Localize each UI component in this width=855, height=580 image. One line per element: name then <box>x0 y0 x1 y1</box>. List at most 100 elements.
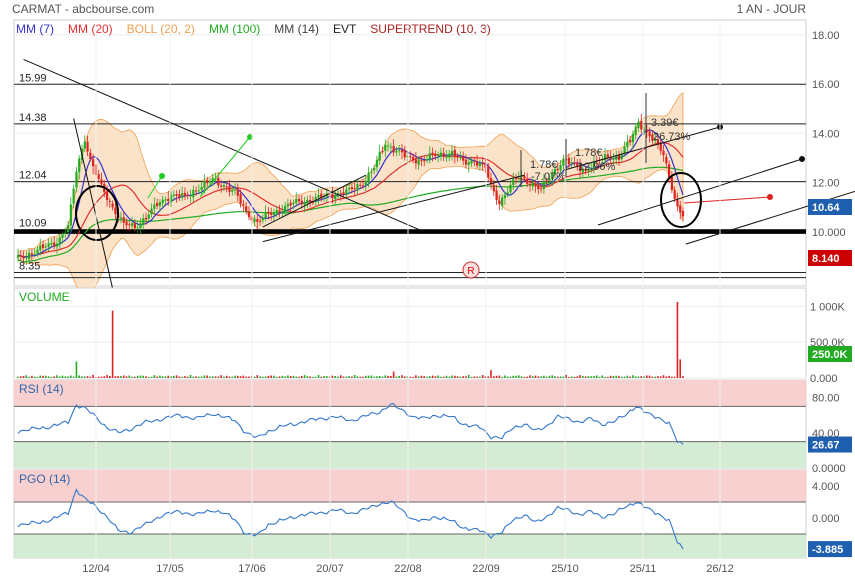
candle-body <box>144 217 148 220</box>
candle-body <box>139 223 142 229</box>
candle-body <box>634 126 637 136</box>
candle-body <box>478 163 481 167</box>
volume-bar <box>467 374 470 378</box>
candle-body <box>208 181 212 183</box>
volume-bar <box>607 376 609 378</box>
candle-body <box>537 185 540 190</box>
volume-bar <box>56 375 58 378</box>
candle-body <box>420 160 423 162</box>
candle-body <box>673 190 676 199</box>
volume-bar <box>198 376 200 378</box>
x-tick-label: 22/09 <box>472 563 500 575</box>
candle-body <box>573 162 576 164</box>
price-tick-label: 12.00 <box>812 178 840 190</box>
candle-body <box>437 155 440 157</box>
volume-bar <box>189 374 192 378</box>
volume-bar <box>395 376 398 378</box>
volume-bar <box>278 376 281 378</box>
legend-item: MM (20) <box>68 22 113 36</box>
candle-body <box>114 207 117 215</box>
annotation-label: 1.78€ <box>530 159 558 171</box>
candle-body <box>339 193 342 195</box>
volume-bar <box>181 376 183 378</box>
candle-body <box>381 150 384 152</box>
legend-item: EVT <box>333 22 357 36</box>
volume-bar <box>317 374 320 378</box>
candle-body <box>667 164 671 178</box>
volume-bar <box>337 376 339 378</box>
candle-body <box>108 201 111 203</box>
volume-bar <box>206 375 209 378</box>
candle-body <box>206 180 209 184</box>
volume-bar <box>356 376 359 378</box>
pgo-line <box>17 488 684 550</box>
volume-bar <box>576 376 579 378</box>
candle-body <box>681 210 685 217</box>
volume-bar <box>184 376 186 378</box>
volume-bar <box>565 374 567 378</box>
volume-bar <box>22 376 25 378</box>
volume-bar <box>390 375 392 378</box>
candle-body <box>172 194 175 196</box>
volume-bar <box>562 376 565 378</box>
candle-body <box>175 194 178 196</box>
candle-body <box>25 257 28 259</box>
volume-bar <box>646 375 648 378</box>
candle-body <box>47 243 50 247</box>
volume-bar <box>434 376 437 378</box>
candle-body <box>492 184 495 192</box>
volume-bar <box>114 376 117 378</box>
volume-bar <box>139 375 142 378</box>
volume-bar <box>648 375 651 378</box>
price-tick-label: 16.00 <box>812 79 840 91</box>
candle-body <box>69 204 72 226</box>
volume-bar <box>573 376 576 378</box>
candle-body <box>578 165 582 172</box>
candle-body <box>531 183 534 187</box>
annotation-label: 26.73% <box>653 131 691 143</box>
volume-bar <box>598 376 601 378</box>
volume-bar <box>231 376 234 378</box>
volume-bar <box>498 375 501 378</box>
candle-body <box>642 129 646 131</box>
period-label[interactable]: 1 AN - JOUR <box>737 2 807 16</box>
candle-body <box>281 211 284 213</box>
volume-bar <box>526 376 528 378</box>
pgo-overbought-zone <box>14 470 806 502</box>
candle-body <box>620 153 623 160</box>
rsi-title: RSI (14) <box>19 382 64 396</box>
candle-body <box>375 159 379 168</box>
volume-bar <box>223 376 225 378</box>
volume-bar <box>339 375 342 378</box>
volume-bar <box>309 376 311 378</box>
pgo-value-badge-label: -3.885 <box>812 544 843 556</box>
candle-body <box>111 203 114 208</box>
volume-bar <box>659 376 662 378</box>
legend-item: SUPERTREND (10, 3) <box>370 22 490 36</box>
volume-bar <box>67 376 69 378</box>
candle-body <box>629 140 632 143</box>
candle-body <box>147 214 150 219</box>
candle-body <box>592 161 596 170</box>
volume-bar <box>331 375 334 378</box>
volume-bar <box>267 375 270 378</box>
volume-bar <box>348 375 350 378</box>
candle-body <box>272 212 276 216</box>
legend-item: MM (100) <box>209 22 260 36</box>
trendline <box>262 174 525 243</box>
candle-body <box>153 204 156 209</box>
candle-body <box>53 242 56 247</box>
volume-bar <box>540 376 542 378</box>
volume-bar <box>42 375 44 378</box>
volume-bar <box>618 375 620 378</box>
candle-body <box>345 189 348 195</box>
price-layer: 15.9914.3812.0410.098.351.78€-7.07%1.78€… <box>14 58 855 299</box>
candle-body <box>567 157 571 165</box>
ma100-line <box>17 166 684 263</box>
rsi-value-badge-label: 26.67 <box>812 440 840 452</box>
volume-bar <box>122 375 125 378</box>
candle-body <box>631 134 635 143</box>
candle-body <box>142 218 145 225</box>
candle-body <box>239 194 242 204</box>
level-label: 14.38 <box>19 112 47 124</box>
